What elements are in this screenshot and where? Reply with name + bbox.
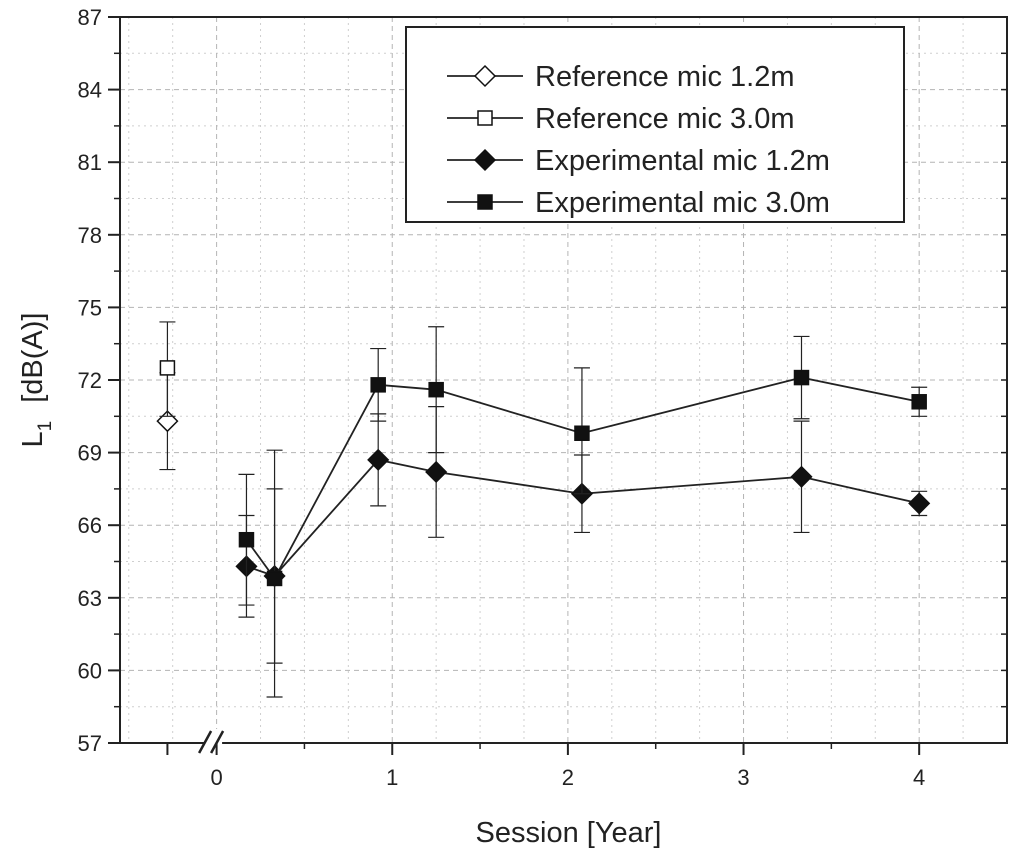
- legend-label: Reference mic 1.2m: [535, 61, 795, 93]
- series: [159, 321, 176, 417]
- data-point: [266, 570, 283, 587]
- y-tick-label: 87: [78, 5, 102, 30]
- data-point: [238, 531, 255, 548]
- series: [238, 326, 928, 664]
- legend-entry: Experimental mic 3.0m: [447, 187, 830, 219]
- y-axis-title-unit: [dB(A)]: [17, 313, 49, 403]
- legend-label: Experimental mic 3.0m: [535, 187, 830, 219]
- legend-marker: [477, 110, 493, 126]
- y-tick-label: 66: [78, 513, 102, 538]
- data-point: [367, 448, 390, 471]
- data-point: [908, 492, 931, 515]
- y-tick-label: 63: [78, 586, 102, 611]
- y-axis-ticks: 57 60 63 66 69 72 75 78 81 84 87: [78, 5, 120, 756]
- x-axis-title: Session [Year]: [476, 817, 662, 849]
- y-tick-label: 84: [78, 78, 102, 103]
- y-tick-label: 72: [78, 368, 102, 393]
- y-axis-title-subscript: 1: [35, 421, 56, 432]
- data-point: [911, 394, 927, 410]
- legend-label: Reference mic 3.0m: [535, 103, 795, 135]
- data-point: [574, 425, 590, 441]
- series-layer: [156, 321, 931, 698]
- y-tick-label: 57: [78, 731, 102, 756]
- x-tick-label: 2: [562, 765, 574, 790]
- y-tick-label: 78: [78, 223, 102, 248]
- legend-entry: Reference mic 3.0m: [447, 103, 795, 135]
- data-point: [370, 377, 386, 393]
- axis-break-mark: [197, 730, 213, 754]
- data-point: [793, 369, 810, 386]
- legend: Reference mic 1.2m Reference mic 3.0m Expe…: [405, 26, 905, 223]
- data-point: [159, 360, 176, 376]
- y-axis-title-main: L: [17, 431, 49, 447]
- legend-entry: Experimental mic 1.2m: [447, 145, 830, 177]
- x-tick-label: 3: [737, 765, 749, 790]
- axis-break-gap: [204, 729, 223, 757]
- data-point: [425, 460, 448, 484]
- y-axis-title: L1 [dB(A)]: [17, 313, 56, 448]
- y-tick-label: 69: [78, 441, 102, 466]
- legend-marker: [477, 194, 493, 210]
- legend-marker: [473, 148, 497, 172]
- legend-marker: [473, 64, 497, 88]
- y-tick-label: 60: [78, 658, 102, 683]
- data-point: [428, 381, 444, 398]
- x-tick-label: 1: [386, 765, 398, 790]
- x-axis-ticks: 0 1 2 3 4: [166, 743, 925, 790]
- y-tick-label: 75: [78, 295, 102, 320]
- legend-label: Experimental mic 1.2m: [535, 145, 830, 177]
- x-tick-label: 4: [913, 765, 925, 790]
- x-tick-label: 0: [210, 765, 222, 790]
- legend-entry: Reference mic 1.2m: [447, 61, 795, 93]
- svg-text:L1[dB(A)]: L1 [dB(A)]: [17, 313, 56, 448]
- axis-break-mark: [209, 730, 225, 754]
- y-tick-label: 81: [78, 150, 102, 175]
- data-point: [790, 465, 813, 488]
